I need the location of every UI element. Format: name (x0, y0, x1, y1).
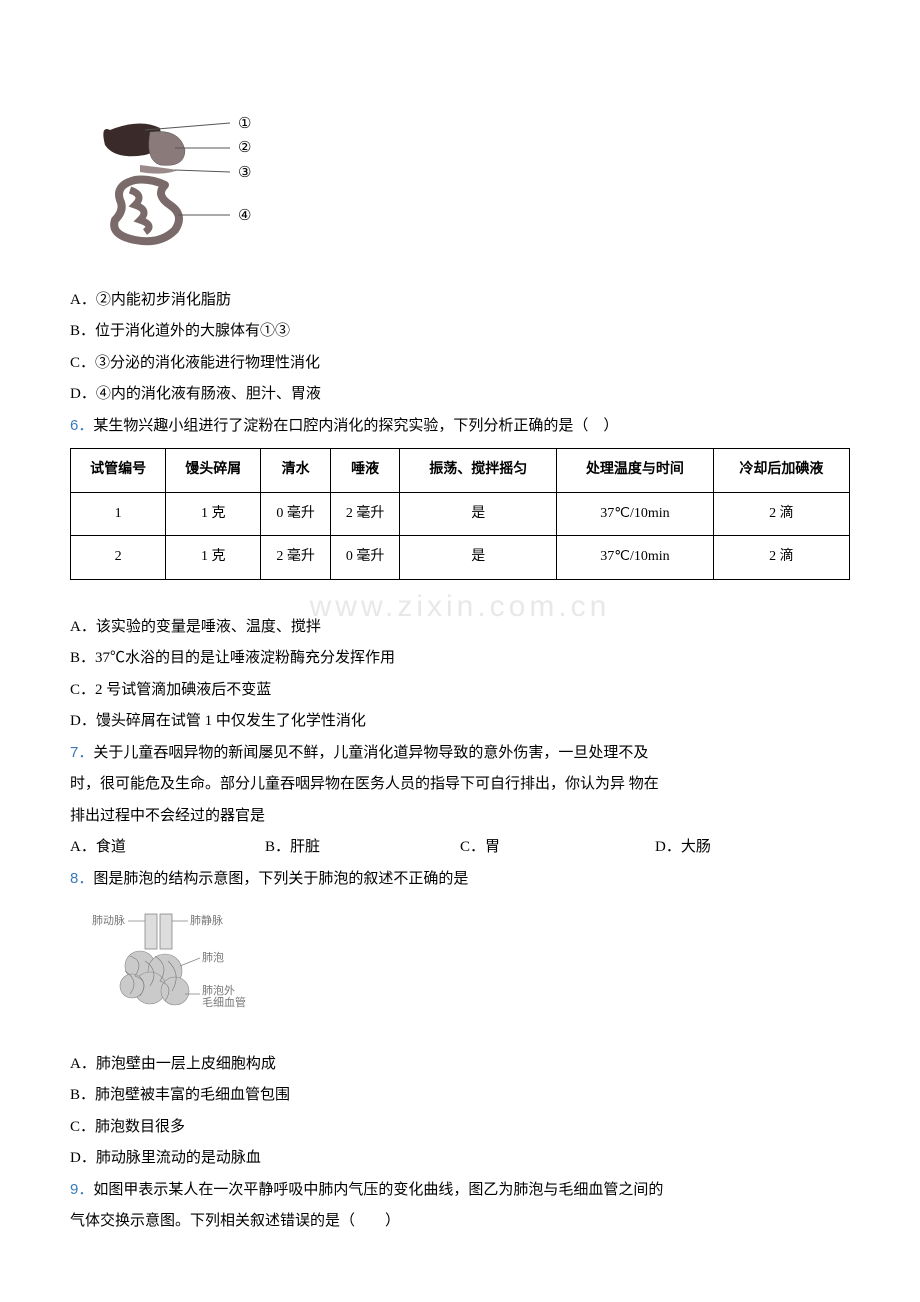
digestive-system-diagram: ① ② ③ ④ (90, 110, 280, 260)
table-row: 2 1 克 2 毫升 0 毫升 是 37℃/10min 2 滴 (71, 536, 850, 580)
experiment-table: 试管编号 馒头碎屑 清水 唾液 振荡、搅拌摇匀 处理温度与时间 冷却后加碘液 1… (70, 448, 850, 580)
q7-text1: 关于儿童吞咽异物的新闻屡见不鲜，儿童消化道异物导致的意外伤害，一旦处理不及 (93, 745, 648, 761)
diagram-label-1: ① (238, 116, 251, 132)
td: 2 滴 (713, 536, 849, 580)
alveoli-label-bot2: 毛细血管 (202, 995, 246, 1009)
q6-option-a: A．该实验的变量是唾液、温度、搅拌 (70, 613, 850, 642)
q6-option-d: D．馒头碎屑在试管 1 中仅发生了化学性消化 (70, 707, 850, 736)
q5-option-c: C．③分泌的消化液能进行物理性消化 (70, 349, 850, 378)
q7-line2: 时，很可能危及生命。部分儿童吞咽异物在医务人员的指导下可自行排出，你认为异 物在 (70, 770, 850, 799)
th-0: 试管编号 (71, 449, 166, 493)
q8-option-a: A．肺泡壁由一层上皮细胞构成 (70, 1050, 850, 1079)
td: 2 滴 (713, 492, 849, 536)
q9-text1: 如图甲表示某人在一次平静呼吸中肺内气压的变化曲线，图乙为肺泡与毛细血管之间的 (93, 1182, 663, 1198)
q8-option-d: D．肺动脉里流动的是动脉血 (70, 1144, 850, 1173)
q8-option-c: C．肺泡数目很多 (70, 1113, 850, 1142)
q6-number: 6． (70, 417, 93, 434)
q8-option-b: B．肺泡壁被丰富的毛细血管包围 (70, 1081, 850, 1110)
digestive-diagram-container: ① ② ③ ④ (90, 110, 850, 271)
table-header-row: 试管编号 馒头碎屑 清水 唾液 振荡、搅拌摇匀 处理温度与时间 冷却后加碘液 (71, 449, 850, 493)
q8-text: 8．图是肺泡的结构示意图，下列关于肺泡的叙述不正确的是 (70, 865, 850, 894)
td: 是 (400, 536, 557, 580)
td: 2 (71, 536, 166, 580)
q7-number: 7． (70, 744, 93, 761)
td: 37℃/10min (557, 536, 714, 580)
th-1: 馒头碎屑 (166, 449, 261, 493)
diagram-label-4: ④ (238, 208, 251, 224)
td: 0 毫升 (330, 536, 400, 580)
q6-stem: 某生物兴趣小组进行了淀粉在口腔内消化的探究实验，下列分析正确的是（ ） (93, 418, 618, 434)
th-5: 处理温度与时间 (557, 449, 714, 493)
q7-options: A．食道 B．肝脏 C．胃 D．大肠 (70, 833, 850, 862)
q8-options: A．肺泡壁由一层上皮细胞构成 B．肺泡壁被丰富的毛细血管包围 C．肺泡数目很多 … (70, 1050, 850, 1173)
th-2: 清水 (261, 449, 331, 493)
q7-option-d: D．大肠 (655, 833, 850, 862)
th-3: 唾液 (330, 449, 400, 493)
diagram-label-3: ③ (238, 165, 251, 181)
table-row: 1 1 克 0 毫升 2 毫升 是 37℃/10min 2 滴 (71, 492, 850, 536)
diagram-label-2: ② (238, 140, 251, 156)
q5-option-a: A．②内能初步消化脂肪 (70, 286, 850, 315)
q9-number: 9． (70, 1181, 93, 1198)
q8-stem: 图是肺泡的结构示意图，下列关于肺泡的叙述不正确的是 (93, 871, 468, 887)
q6-option-b: B．37℃水浴的目的是让唾液淀粉酶充分发挥作用 (70, 644, 850, 673)
q7-line3: 排出过程中不会经过的器官是 (70, 802, 850, 831)
th-4: 振荡、搅拌摇匀 (400, 449, 557, 493)
alveoli-label-right-top: 肺静脉 (190, 913, 223, 927)
q7-option-b: B．肝脏 (265, 833, 460, 862)
alveoli-diagram: 肺动脉 肺静脉 肺泡 肺泡外 毛细血管 (90, 906, 270, 1026)
td: 是 (400, 492, 557, 536)
q5-options: A．②内能初步消化脂肪 B．位于消化道外的大腺体有①③ C．③分泌的消化液能进行… (70, 286, 850, 409)
q7-line1: 7．关于儿童吞咽异物的新闻屡见不鲜，儿童消化道异物导致的意外伤害，一旦处理不及 (70, 739, 850, 768)
td: 2 毫升 (261, 536, 331, 580)
q5-option-b: B．位于消化道外的大腺体有①③ (70, 317, 850, 346)
alveoli-label-left: 肺动脉 (92, 913, 125, 927)
q5-option-d: D．④内的消化液有肠液、胆汁、胃液 (70, 380, 850, 409)
td: 37℃/10min (557, 492, 714, 536)
td: 1 克 (166, 536, 261, 580)
q9-line2: 气体交换示意图。下列相关叙述错误的是（ ） (70, 1207, 850, 1236)
q6-option-c: C．2 号试管滴加碘液后不变蓝 (70, 676, 850, 705)
alveoli-label-bot1: 肺泡外 (202, 983, 235, 997)
q6-text: 6．某生物兴趣小组进行了淀粉在口腔内消化的探究实验，下列分析正确的是（ ） (70, 412, 850, 441)
th-6: 冷却后加碘液 (713, 449, 849, 493)
alveoli-label-mid: 肺泡 (202, 950, 224, 964)
td: 2 毫升 (330, 492, 400, 536)
q6-options: A．该实验的变量是唾液、温度、搅拌 B．37℃水浴的目的是让唾液淀粉酶充分发挥作… (70, 613, 850, 736)
q7-option-a: A．食道 (70, 833, 265, 862)
q7-option-c: C．胃 (460, 833, 655, 862)
q8-number: 8． (70, 870, 93, 887)
td: 0 毫升 (261, 492, 331, 536)
td: 1 (71, 492, 166, 536)
q9-line1: 9．如图甲表示某人在一次平静呼吸中肺内气压的变化曲线，图乙为肺泡与毛细血管之间的 (70, 1176, 850, 1205)
td: 1 克 (166, 492, 261, 536)
